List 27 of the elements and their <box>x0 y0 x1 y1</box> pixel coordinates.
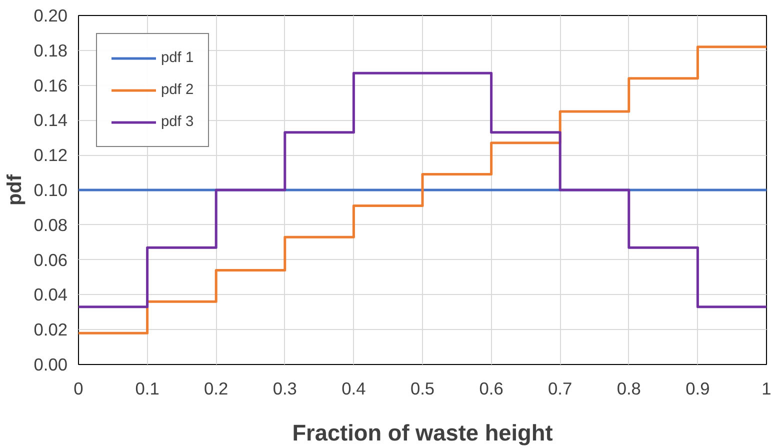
x-tick-label: 0.6 <box>479 378 504 398</box>
y-tick-label: 0.14 <box>34 110 68 130</box>
legend-label: pdf 2 <box>161 82 194 98</box>
x-tick-label: 0.4 <box>342 378 366 398</box>
y-tick-label: 0.12 <box>34 145 68 166</box>
y-tick-label: 0.18 <box>34 40 68 60</box>
x-tick-label: 0.7 <box>548 378 572 398</box>
x-tick-label: 0 <box>74 378 84 398</box>
y-tick-label: 0.10 <box>34 180 68 200</box>
x-tick-label: 0.9 <box>686 378 710 398</box>
y-tick-label: 0.16 <box>34 75 68 96</box>
y-tick-label: 0.08 <box>34 214 68 235</box>
y-tick-label: 0.20 <box>34 6 68 26</box>
legend-label: pdf 3 <box>161 114 194 130</box>
x-tick-label: 0.5 <box>410 378 435 398</box>
x-tick-label: 0.1 <box>135 378 160 398</box>
x-tick-label: 0.2 <box>204 378 228 398</box>
y-tick-label: 0.00 <box>34 354 68 374</box>
x-tick-label: 0.8 <box>616 378 641 398</box>
x-tick-label: 0.3 <box>272 378 297 398</box>
legend-label: pdf 1 <box>161 50 194 66</box>
x-tick-label: 1 <box>762 378 772 398</box>
y-tick-label: 0.04 <box>34 284 68 305</box>
x-axis-title: Fraction of waste height <box>292 420 554 446</box>
y-tick-label: 0.02 <box>34 320 68 340</box>
y-axis-title: pdf <box>4 174 26 206</box>
y-tick-label: 0.06 <box>34 250 68 270</box>
